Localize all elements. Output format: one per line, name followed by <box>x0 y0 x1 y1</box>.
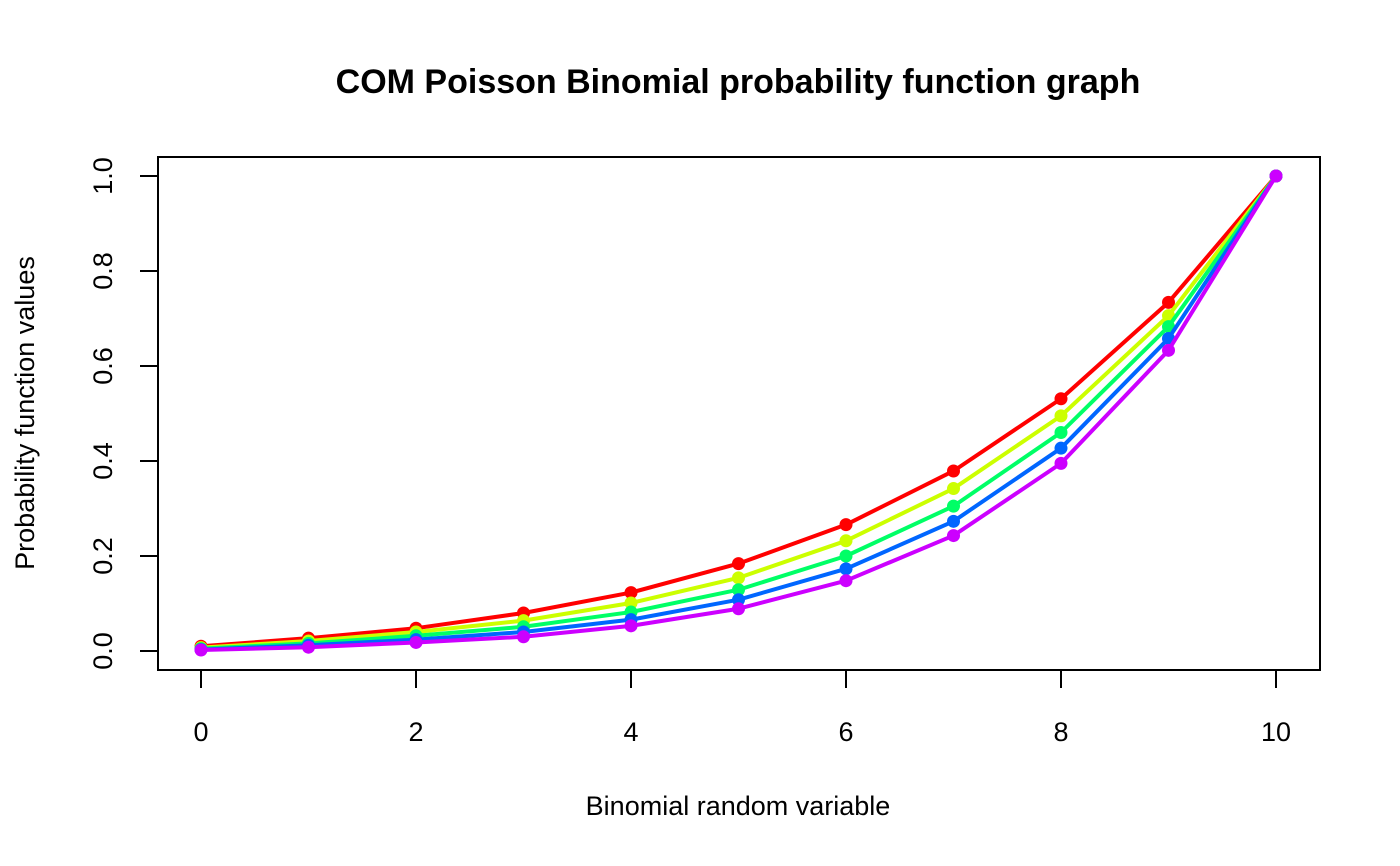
data-point <box>732 602 745 616</box>
data-point <box>624 586 638 600</box>
data-point <box>1054 409 1068 423</box>
y-tick-label: 0.4 <box>88 442 118 480</box>
data-point <box>1162 320 1175 334</box>
x-tick-label: 10 <box>1261 717 1291 747</box>
data-point <box>1054 456 1068 470</box>
data-point <box>517 630 530 644</box>
data-point <box>194 643 208 657</box>
y-tick-label: 0.8 <box>88 252 118 290</box>
data-point <box>839 549 853 563</box>
x-tick-label: 2 <box>408 717 423 747</box>
y-axis: 0.0 0.2 0.4 0.6 0.8 1.0 <box>88 157 159 670</box>
x-tick-label: 0 <box>193 717 208 747</box>
data-point <box>732 571 745 585</box>
data-point <box>624 619 638 633</box>
data-point <box>1054 392 1068 406</box>
x-tick-label: 8 <box>1053 717 1068 747</box>
data-point <box>839 574 853 588</box>
data-point <box>409 635 423 649</box>
x-axis: 0 2 4 6 8 10 <box>193 669 1291 747</box>
x-tick-label: 6 <box>838 717 853 747</box>
data-point <box>1269 169 1283 183</box>
y-tick-label: 0.6 <box>88 347 118 385</box>
data-point <box>839 562 853 576</box>
data-point <box>302 640 315 654</box>
data-point <box>1162 295 1175 309</box>
chart-title: COM Poisson Binomial probability functio… <box>336 63 1141 101</box>
series-2 <box>194 169 1283 655</box>
data-point <box>947 499 960 513</box>
data-point <box>947 529 960 543</box>
data-point <box>1054 426 1068 439</box>
y-tick-label: 0.2 <box>88 537 118 575</box>
y-tick-label: 0.0 <box>88 632 118 670</box>
series-layer <box>194 169 1283 657</box>
data-point <box>732 593 745 607</box>
data-point <box>732 557 745 571</box>
data-point <box>1054 441 1068 455</box>
data-point <box>947 514 960 528</box>
x-tick-label: 4 <box>623 717 638 747</box>
data-point <box>1162 343 1175 357</box>
y-tick-label: 1.0 <box>88 157 118 195</box>
data-point <box>947 482 960 496</box>
series-5 <box>194 169 1283 657</box>
data-point <box>732 583 745 597</box>
data-point <box>624 596 638 610</box>
x-axis-label: Binomial random variable <box>586 791 891 821</box>
y-axis-label: Probability function values <box>10 256 40 570</box>
data-point <box>839 518 853 532</box>
data-point <box>839 534 853 548</box>
data-point <box>947 464 960 478</box>
